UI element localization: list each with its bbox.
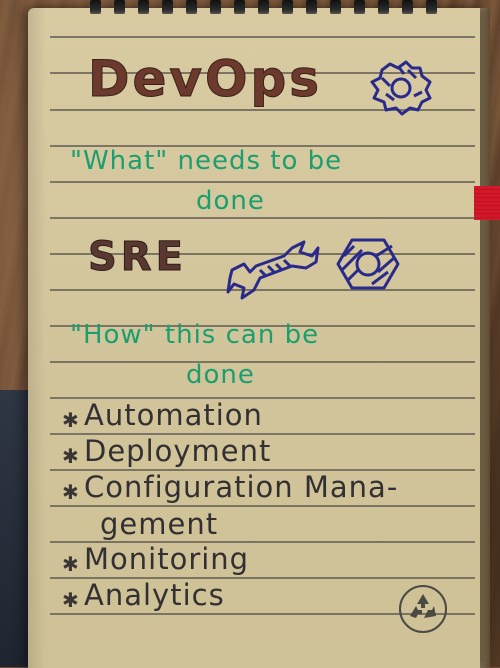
- recycle-icon: [399, 585, 447, 633]
- list-item: ✱ Analytics: [62, 576, 225, 612]
- bullet-continuation: gement: [100, 507, 219, 541]
- rule-line: [50, 109, 475, 111]
- spiral-ring: [90, 0, 101, 14]
- spiral-ring: [330, 0, 341, 14]
- how-line-2: done: [186, 360, 255, 390]
- sre-title: SRE: [88, 234, 187, 281]
- rule-line: [50, 433, 475, 435]
- notepad-page: [28, 8, 480, 668]
- bullet-monitoring: Monitoring: [84, 542, 250, 576]
- spiral-ring: [162, 0, 173, 14]
- rule-line: [50, 613, 475, 615]
- bullet-star-icon: ✱: [62, 480, 79, 504]
- rule-line: [50, 325, 475, 327]
- hex-nut-icon: [336, 238, 400, 290]
- list-item: ✱ Configuration Mana-: [62, 468, 398, 504]
- bullet-deployment: Deployment: [84, 434, 272, 468]
- wrench-icon: [226, 240, 320, 300]
- devops-title: DevOps: [87, 50, 323, 109]
- spiral-ring: [378, 0, 389, 14]
- rule-line: [50, 469, 475, 471]
- rule-line: [50, 145, 475, 147]
- spiral-ring: [426, 0, 437, 14]
- spiral-ring: [210, 0, 221, 14]
- spiral-ring: [306, 0, 317, 14]
- rule-line: [50, 181, 475, 183]
- spiral-ring: [258, 0, 269, 14]
- rule-line: [50, 361, 475, 363]
- bullet-star-icon: ✱: [62, 552, 79, 576]
- bullet-star-icon: ✱: [62, 408, 79, 432]
- list-item: ✱ Deployment: [62, 432, 271, 468]
- rule-line: [50, 397, 475, 399]
- rule-line: [50, 577, 475, 579]
- rule-line: [50, 72, 475, 74]
- rule-line: [50, 36, 475, 38]
- ruled-lines: [50, 0, 480, 667]
- rule-line: [50, 253, 475, 255]
- how-line-1: "How" this can be: [70, 320, 320, 350]
- rule-line: [50, 289, 475, 291]
- spiral-ring: [402, 0, 413, 14]
- rule-line: [50, 541, 475, 543]
- bullet-configuration-management: Configuration Mana-: [84, 470, 399, 504]
- bullet-star-icon: ✱: [62, 444, 79, 468]
- list-item: ✱ Monitoring: [62, 540, 249, 576]
- gear-icon: [370, 60, 432, 116]
- red-bookmark-ribbon: [474, 186, 500, 220]
- what-line-1: "What" needs to be: [70, 146, 343, 176]
- what-line-2: done: [196, 186, 265, 216]
- spiral-ring: [354, 0, 365, 14]
- spiral-ring: [234, 0, 245, 14]
- spiral-ring: [114, 0, 125, 14]
- bullet-star-icon: ✱: [62, 588, 79, 612]
- rule-line: [50, 217, 475, 219]
- rule-line: [50, 505, 475, 507]
- spiral-ring: [282, 0, 293, 14]
- list-item: ✱ Automation: [62, 396, 263, 432]
- bullet-automation: Automation: [84, 398, 263, 432]
- spiral-ring: [186, 0, 197, 14]
- bullet-analytics: Analytics: [84, 578, 225, 612]
- spiral-ring: [138, 0, 149, 14]
